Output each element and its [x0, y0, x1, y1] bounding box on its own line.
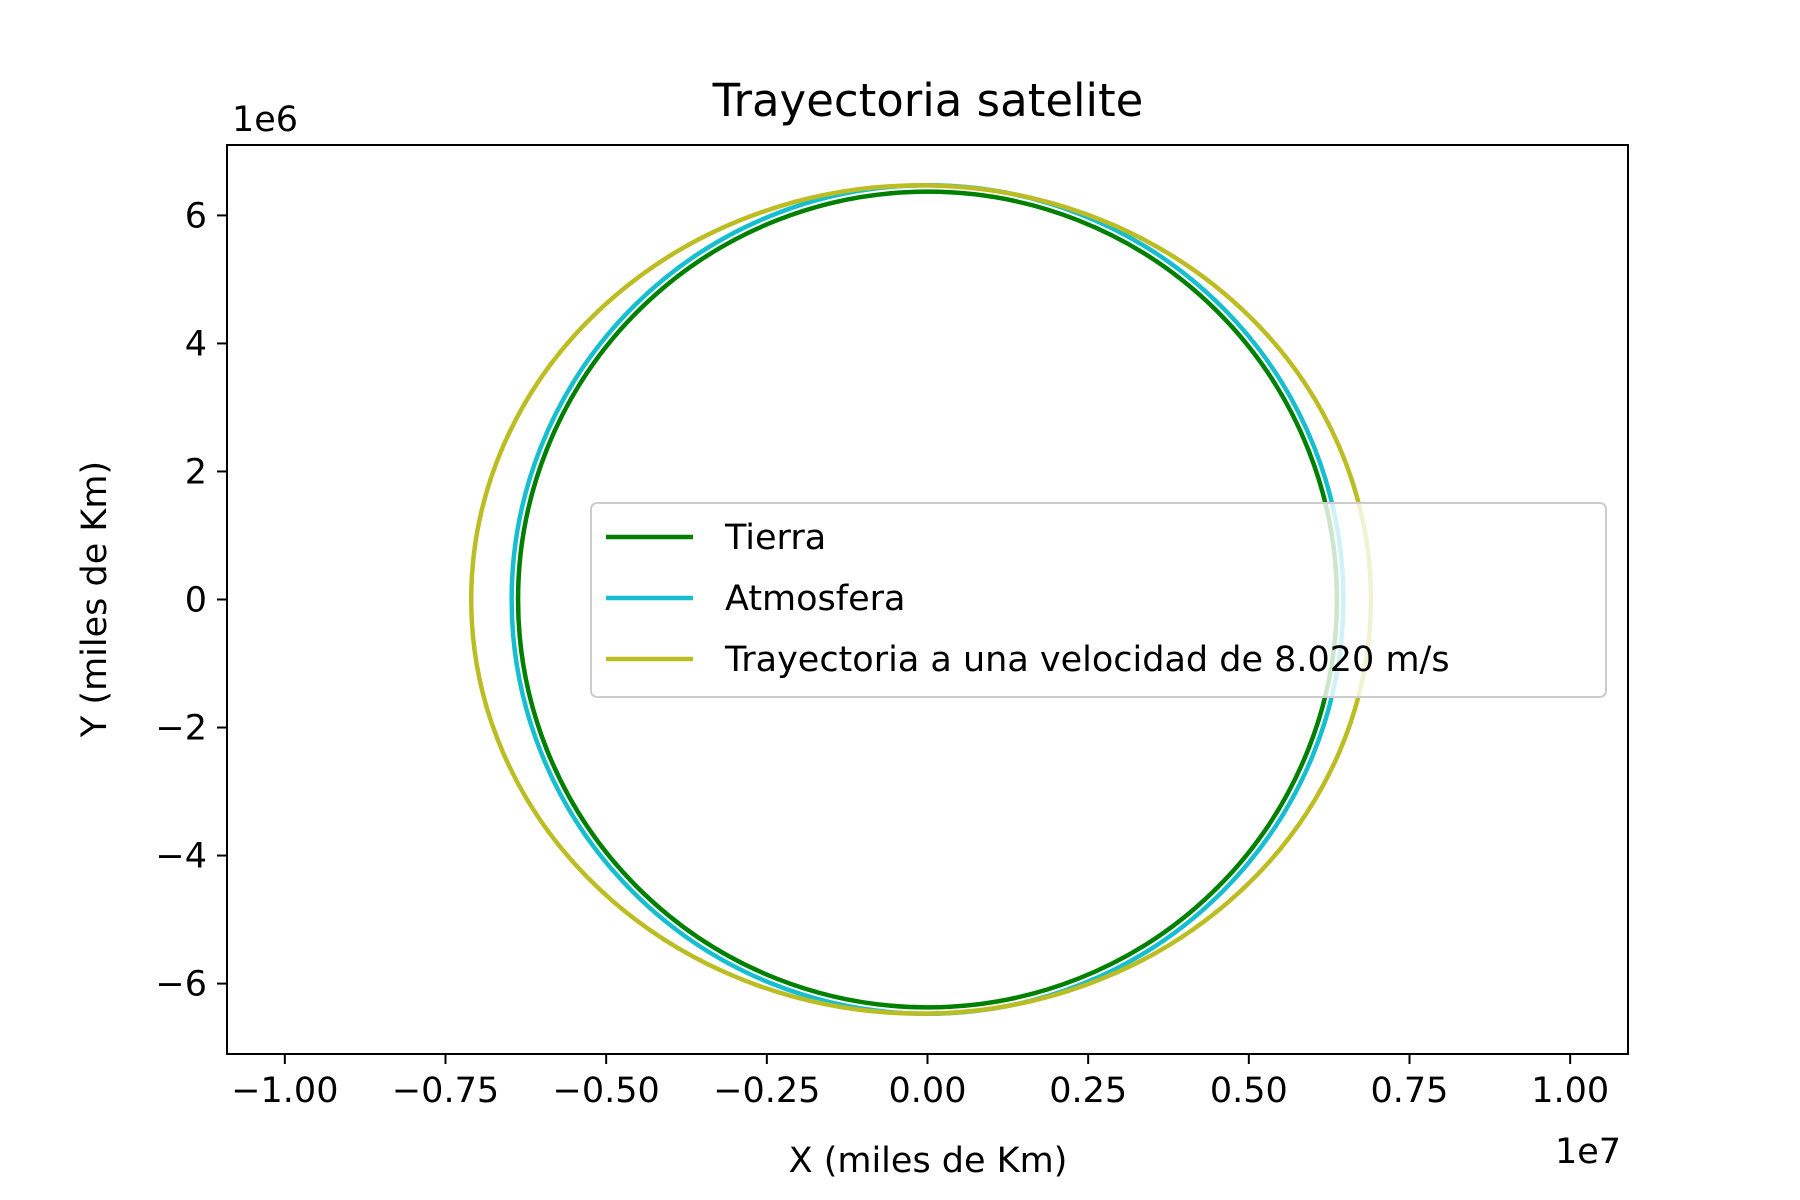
y-axis-label: Y (miles de Km) [75, 461, 115, 738]
x-axis-ticks: −1.00 −0.75 −0.50 −0.25 0.00 0.25 0.50 0.75 1.00 [231, 1054, 1609, 1111]
y-tick-label: 4 [185, 324, 207, 364]
x-tick-label: 1.00 [1531, 1071, 1609, 1111]
legend-frame [590, 502, 1607, 698]
y-tick-label: −4 [155, 837, 207, 877]
x-offset-label: 1e7 [1555, 1132, 1621, 1172]
legend-label-1: Tierra [724, 518, 826, 558]
x-tick-label: 0.25 [1049, 1071, 1127, 1111]
x-tick-label: −0.50 [553, 1071, 660, 1111]
x-tick-label: 0.00 [889, 1071, 967, 1111]
legend-label-2: Atmosfera [725, 579, 906, 619]
y-tick-label: −6 [155, 965, 207, 1005]
y-axis-ticks: −6 −4 −2 0 2 4 6 [155, 196, 227, 1005]
chart-title: Trayectoria satelite [712, 74, 1144, 127]
y-offset-label: 1e6 [232, 100, 298, 140]
y-tick-label: 6 [185, 196, 207, 236]
x-axis-label: X (miles de Km) [789, 1141, 1068, 1181]
x-tick-label: −0.25 [713, 1071, 820, 1111]
y-tick-label: 2 [185, 452, 207, 492]
legend-items: Tierra Atmosfera Trayectoria a una velocid… [606, 518, 1450, 680]
y-tick-label: −2 [155, 709, 207, 749]
x-tick-label: 0.75 [1371, 1071, 1449, 1111]
x-tick-label: 0.50 [1210, 1071, 1288, 1111]
x-tick-label: −1.00 [231, 1071, 338, 1111]
legend: Tierra Atmosfera Trayectoria a una velocid… [590, 502, 1607, 698]
legend-label-3: Trayectoria a una velocidad de 8.020 m/s [724, 640, 1450, 680]
x-tick-label: −0.75 [392, 1071, 499, 1111]
y-tick-label: 0 [185, 581, 207, 621]
